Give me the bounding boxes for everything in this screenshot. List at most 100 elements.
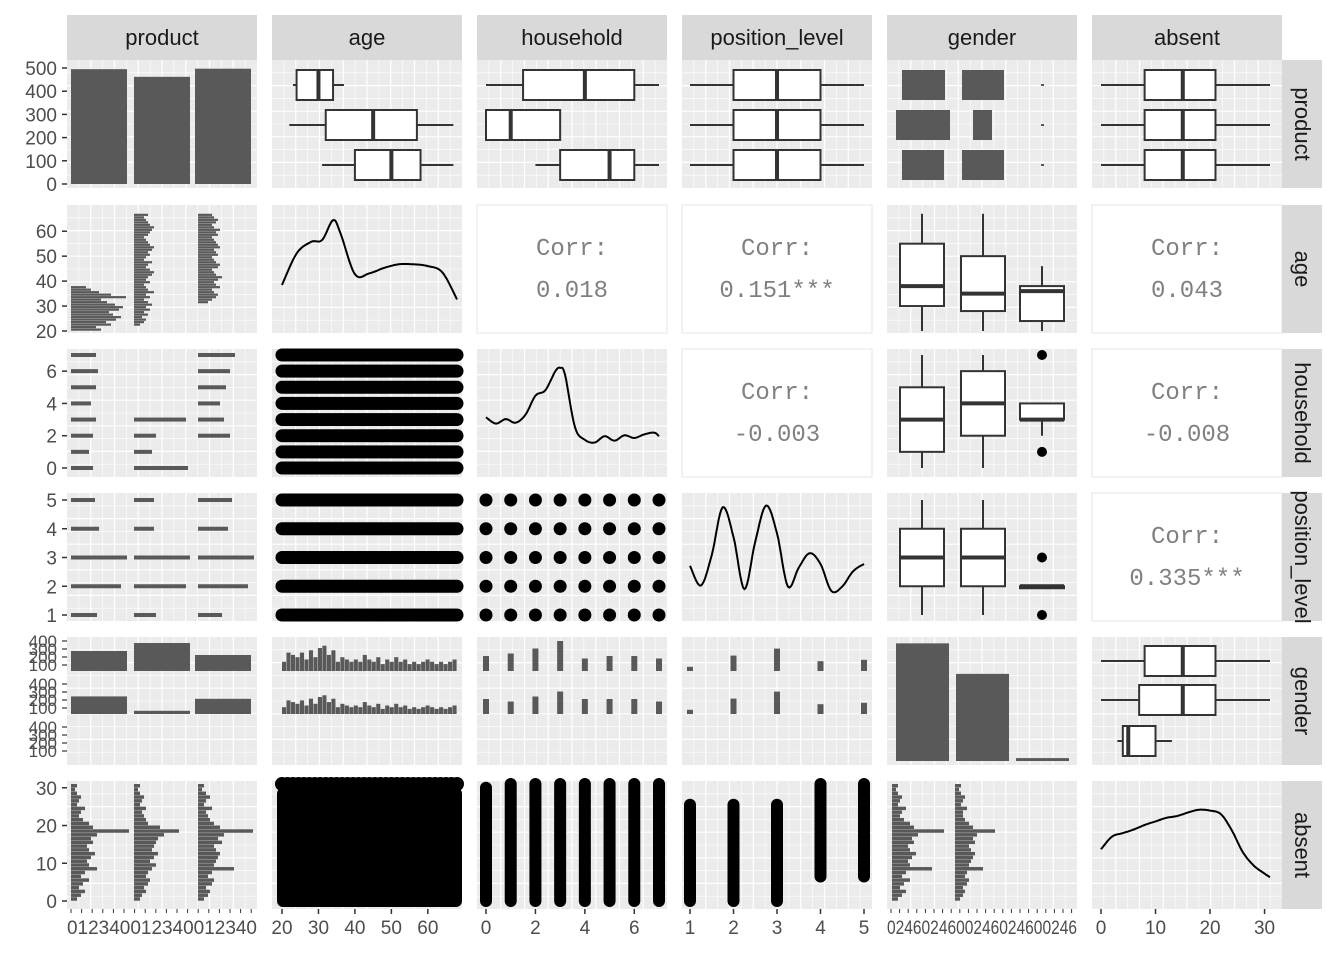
facet-hist-bar bbox=[134, 273, 152, 276]
facet-gender-age-bar bbox=[331, 698, 336, 714]
facet-gender-household-bar bbox=[606, 656, 613, 671]
y-tick-label: 20 bbox=[36, 322, 57, 343]
scatter-point bbox=[504, 522, 518, 536]
facet-hist-bar bbox=[134, 787, 138, 792]
facet-hist-bar bbox=[71, 369, 98, 374]
facet-hist-bar bbox=[198, 401, 220, 406]
facet-gender-age-bar bbox=[398, 707, 403, 714]
facet-hist-bar bbox=[198, 233, 218, 236]
y-tick-label: 300 bbox=[25, 105, 57, 126]
strip-top-product bbox=[67, 15, 257, 60]
facet-hist-bar bbox=[134, 286, 146, 289]
x-tick-label: 50 bbox=[381, 918, 402, 939]
scatter-point bbox=[578, 522, 592, 536]
gender-bar bbox=[956, 673, 1009, 761]
facet-hist-bar bbox=[134, 318, 146, 321]
facet-hist-bar bbox=[198, 874, 208, 879]
facet-gender-household-bar bbox=[606, 699, 613, 714]
facet-hist-bar bbox=[134, 449, 152, 454]
facet-hist-bar bbox=[198, 268, 212, 271]
facet-gender-age-bar bbox=[385, 659, 390, 671]
facet-hist-bar bbox=[134, 810, 142, 814]
facet-hist-bar bbox=[198, 243, 218, 246]
facet-hist-bar bbox=[134, 311, 144, 314]
facet-hist-bar bbox=[198, 248, 214, 251]
facet-hist-bar bbox=[134, 814, 144, 818]
facet-hist-bar bbox=[134, 216, 144, 219]
facet-gender-age-bar bbox=[452, 659, 457, 671]
y-tick-label: 400 bbox=[25, 82, 57, 103]
facet-hist-bar bbox=[134, 885, 144, 890]
facet-hist-bar bbox=[198, 833, 224, 837]
strip-right-household bbox=[1282, 349, 1322, 477]
facet-gender-household-bar bbox=[483, 656, 489, 671]
strip-top-gender bbox=[887, 15, 1077, 60]
corr-value: 0.151*** bbox=[719, 278, 834, 305]
facet-hist-bar bbox=[71, 323, 111, 326]
scatter-point bbox=[553, 551, 567, 564]
box-body bbox=[1019, 402, 1065, 421]
facet-gender-absent-bar bbox=[892, 878, 910, 882]
facet-gender-product bbox=[71, 643, 251, 714]
facet-gender-age-bar bbox=[313, 657, 318, 671]
facet-hist-bar bbox=[134, 466, 188, 470]
facet-gender-age-bar bbox=[430, 707, 435, 714]
facet-gender-absent-bar bbox=[955, 851, 975, 856]
facet-gender-age-bar bbox=[434, 708, 439, 714]
facet-gender-absent-bar bbox=[892, 897, 898, 901]
facet-hist-bar bbox=[198, 266, 218, 269]
facet-gender-absent-bar bbox=[955, 825, 973, 829]
facet-gender-absent-bar bbox=[892, 817, 904, 822]
strip-right-position_level bbox=[1282, 493, 1322, 621]
corr-panel bbox=[476, 204, 668, 334]
facet-hist-bar bbox=[71, 353, 96, 357]
facet-hist-bar bbox=[134, 218, 146, 221]
box-body bbox=[485, 109, 562, 141]
scatter-point bbox=[578, 778, 591, 907]
facet-gender-position-bar bbox=[687, 666, 693, 671]
box-body bbox=[1143, 645, 1217, 677]
corr-panel bbox=[1091, 348, 1283, 478]
facet-gender-absent-bar bbox=[955, 844, 969, 848]
facet-hist-bar bbox=[134, 253, 150, 256]
facet-hist-bar bbox=[71, 308, 119, 311]
facet-hist-bar bbox=[134, 433, 156, 438]
strip-top-label: position_level bbox=[710, 25, 843, 50]
scatter-point bbox=[450, 445, 464, 459]
facet-hist-bar bbox=[198, 526, 228, 531]
strip-right-label: gender bbox=[1290, 667, 1315, 736]
scatter-point bbox=[553, 493, 567, 507]
facet-hist-bar bbox=[134, 231, 150, 234]
scatter-point bbox=[450, 380, 464, 394]
facet-hist-bar bbox=[134, 241, 148, 244]
facet-gender-absent-bar bbox=[892, 870, 906, 875]
facet-gender-absent-bar bbox=[955, 874, 965, 879]
strip-top-age bbox=[272, 15, 462, 60]
facet-hist-bar bbox=[71, 318, 116, 321]
facet-hist-bar bbox=[134, 223, 150, 226]
facet-gender-household bbox=[483, 641, 662, 714]
facet-hist-bar bbox=[198, 226, 214, 229]
facet-gender-age bbox=[282, 645, 457, 714]
facet-hist-bar bbox=[134, 256, 146, 259]
corr-value: -0.008 bbox=[1144, 422, 1230, 449]
corr-panel bbox=[681, 204, 873, 334]
y-tick-label: 100 bbox=[29, 742, 57, 761]
facet-gender-age-bar bbox=[425, 659, 430, 671]
gridlines-age-age bbox=[272, 205, 462, 333]
facet-gender-absent-bar bbox=[955, 810, 963, 814]
facet-hist-bar bbox=[71, 466, 93, 470]
scatter-point bbox=[814, 778, 827, 883]
facet-hist-bar bbox=[198, 851, 220, 856]
scatter-point bbox=[504, 551, 518, 564]
strip-right-label: product bbox=[1290, 87, 1315, 160]
facet-hist-bar bbox=[71, 291, 99, 294]
facet-hist-bar bbox=[71, 385, 96, 390]
density-curve bbox=[281, 219, 458, 300]
facet-gender-age-bar bbox=[385, 705, 390, 714]
facet-hist-bar bbox=[71, 417, 96, 422]
strip-top-label: age bbox=[349, 25, 386, 50]
facet-hist-bar bbox=[198, 241, 216, 244]
facet-gender-position-bar bbox=[774, 691, 780, 714]
facet-hist-bar bbox=[71, 814, 79, 818]
